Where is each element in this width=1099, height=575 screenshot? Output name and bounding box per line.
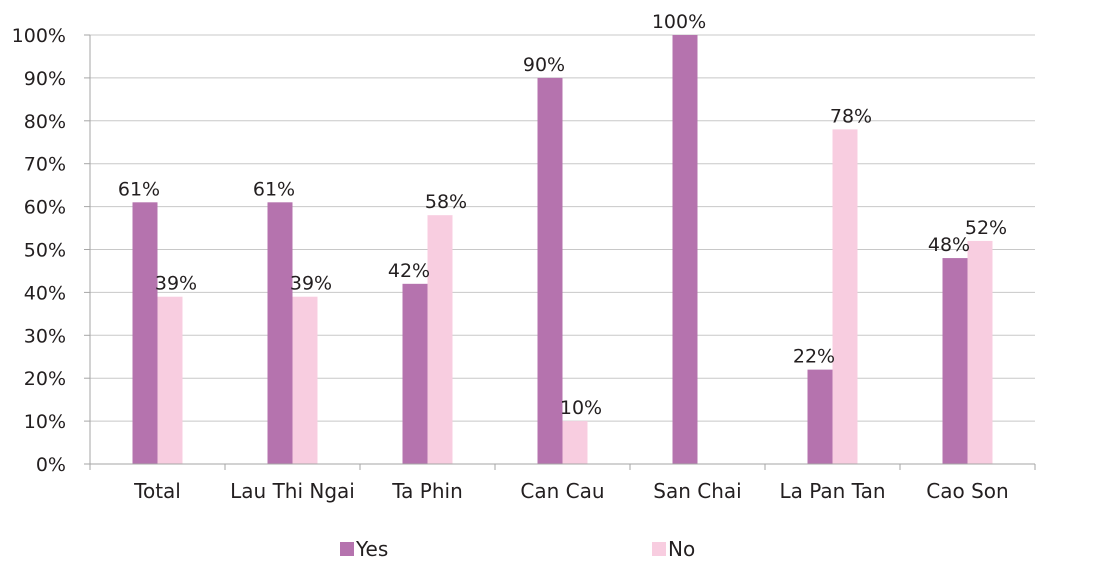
y-tick-label: 60% <box>24 197 66 219</box>
data-label-no-lau-thi-ngai: 39% <box>290 273 332 295</box>
y-tick-label: 80% <box>24 111 66 133</box>
legend-label-no: No <box>668 537 695 561</box>
x-tick-label-ta-phin: Ta Phin <box>391 479 463 503</box>
data-label-yes-lau-thi-ngai: 61% <box>253 178 295 200</box>
data-label-yes-total: 61% <box>118 178 160 200</box>
bar-no-cao-son <box>967 240 993 464</box>
bar-yes-la-pan-tan <box>807 369 833 464</box>
x-tick-label-san-chai: San Chai <box>653 479 741 503</box>
legend-swatch-yes <box>340 542 354 556</box>
legend-swatch-no <box>652 542 666 556</box>
data-label-yes-la-pan-tan: 22% <box>793 346 835 368</box>
y-tick-label: 90% <box>24 68 66 90</box>
y-tick-label: 10% <box>24 411 66 433</box>
bar-no-can-cau <box>562 421 588 464</box>
bar-yes-total <box>132 202 158 464</box>
bar-yes-lau-thi-ngai <box>267 202 293 464</box>
legend: Yes No <box>340 537 695 561</box>
bar-no-lau-thi-ngai <box>292 296 318 464</box>
data-label-no-total: 39% <box>155 273 197 295</box>
data-label-yes-cao-son: 48% <box>928 234 970 256</box>
data-label-yes-can-cau: 90% <box>523 54 565 76</box>
y-tick-label: 20% <box>24 368 66 390</box>
data-label-yes-san-chai: 100% <box>652 11 706 33</box>
data-label-no-la-pan-tan: 78% <box>830 105 872 127</box>
y-tick-label: 30% <box>24 325 66 347</box>
y-tick-label: 70% <box>24 154 66 176</box>
bar-yes-cao-son <box>942 258 968 464</box>
y-axis: 0% 10% 20% 30% 40% 50% 60% 70% 80% 90% 100% <box>12 25 91 476</box>
bar-no-la-pan-tan <box>832 129 858 464</box>
data-label-yes-ta-phin: 42% <box>388 260 430 282</box>
bar-yes-can-cau <box>537 77 563 465</box>
legend-label-yes: Yes <box>355 537 388 561</box>
x-tick-label-can-cau: Can Cau <box>520 479 604 503</box>
x-tick-label-total: Total <box>133 479 181 503</box>
bars <box>132 35 993 465</box>
y-tick-label: 100% <box>12 25 66 47</box>
bar-yes-san-chai <box>672 35 698 464</box>
x-tick-label-lau-thi-ngai: Lau Thi Ngai <box>230 479 355 503</box>
x-tick-label-la-pan-tan: La Pan Tan <box>779 479 885 503</box>
bar-no-ta-phin <box>427 215 453 464</box>
x-axis: Total Lau Thi Ngai Ta Phin Can Cau San Chai L… <box>89 463 1036 503</box>
data-label-no-ta-phin: 58% <box>425 191 467 213</box>
y-tick-label: 0% <box>36 454 66 476</box>
y-tick-label: 40% <box>24 282 66 304</box>
y-tick-label: 50% <box>24 240 66 262</box>
data-label-no-cao-son: 52% <box>965 217 1007 239</box>
bar-yes-ta-phin <box>402 283 428 464</box>
x-tick-label-cao-son: Cao Son <box>926 479 1008 503</box>
data-labels: 61% 39% 61% 39% 42% 58% 90% 10% 100% 22% 78% 48%52% <box>118 11 1007 419</box>
data-label-no-can-cau: 10% <box>560 397 602 419</box>
bar-no-total <box>157 296 183 464</box>
